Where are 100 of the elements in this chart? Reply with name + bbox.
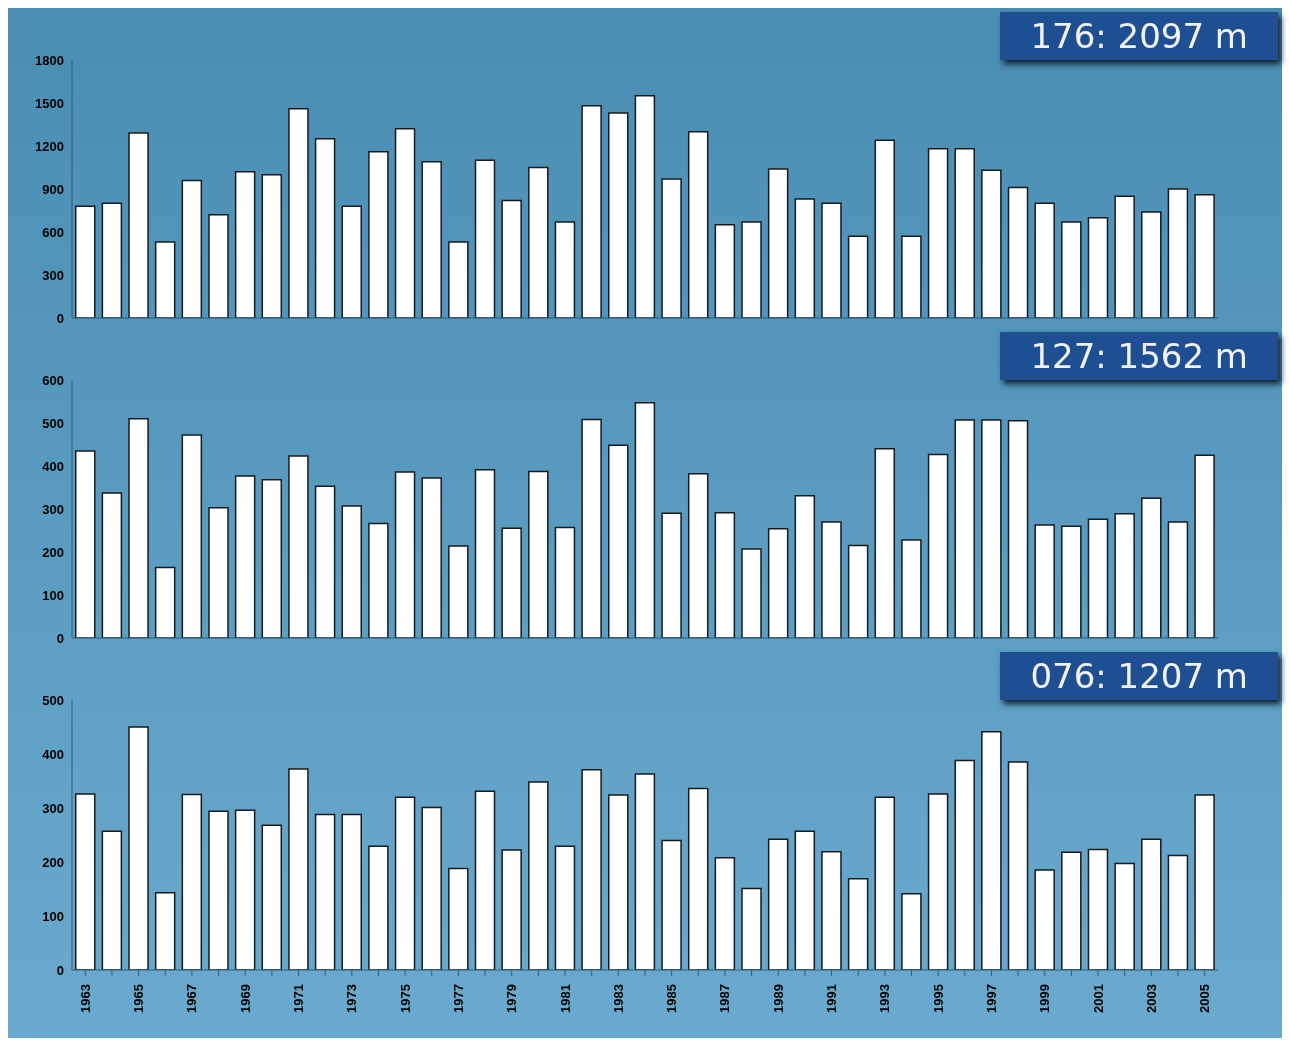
x-tick-label: 1981 <box>557 984 573 1013</box>
bar <box>687 130 709 318</box>
bar <box>261 479 283 638</box>
bar <box>474 469 496 638</box>
bar <box>741 548 762 638</box>
y-tick-label: 1800 <box>35 52 64 68</box>
bar <box>234 475 256 638</box>
bar <box>448 241 469 318</box>
bar <box>1007 186 1029 318</box>
x-tick-label: 1997 <box>983 984 999 1013</box>
bar <box>927 148 949 318</box>
y-tick-label: 0 <box>56 962 64 978</box>
x-tick-label: 1991 <box>824 984 840 1013</box>
y-tick-label: 600 <box>42 224 64 240</box>
x-tick-label: 1973 <box>344 984 360 1013</box>
bar <box>927 793 949 970</box>
bar <box>794 198 816 318</box>
bar <box>927 453 949 638</box>
bar <box>954 419 975 638</box>
x-tick-label: 1963 <box>77 984 93 1013</box>
bar <box>1167 854 1189 970</box>
bar <box>1114 195 1135 318</box>
x-tick-label: 1989 <box>770 984 786 1013</box>
bar <box>181 179 203 318</box>
bar <box>847 235 869 318</box>
x-tick-label: 1971 <box>291 984 307 1013</box>
bar <box>128 726 149 970</box>
bar <box>261 173 283 318</box>
bar <box>101 202 123 318</box>
bar <box>288 107 309 318</box>
bar <box>661 512 682 638</box>
x-tick-label: 2003 <box>1143 984 1159 1013</box>
bar <box>608 794 629 970</box>
bar <box>847 877 869 970</box>
bar <box>901 235 922 318</box>
bar <box>1167 521 1189 638</box>
bar <box>421 161 442 318</box>
x-tick-label: 1993 <box>877 984 893 1013</box>
x-tick-label: 2005 <box>1197 984 1213 1013</box>
bar <box>501 199 522 318</box>
bar <box>821 202 842 318</box>
bar <box>154 241 176 318</box>
bar <box>901 893 922 970</box>
bar <box>874 448 896 638</box>
bar <box>687 472 709 638</box>
bar <box>1087 216 1109 318</box>
bar <box>608 444 629 638</box>
bar <box>634 402 656 638</box>
bar <box>74 205 96 318</box>
bar <box>847 544 869 638</box>
bar <box>288 768 309 970</box>
bar <box>154 892 176 970</box>
bar <box>474 159 496 318</box>
bar <box>1114 512 1135 638</box>
y-tick-label: 500 <box>42 692 64 708</box>
bar <box>288 455 309 638</box>
bar <box>528 166 549 318</box>
bar <box>767 528 789 638</box>
bar <box>128 132 149 318</box>
bar <box>74 793 96 970</box>
bar <box>1167 188 1189 318</box>
y-tick-label: 200 <box>42 854 64 870</box>
bar <box>528 470 549 638</box>
bar <box>954 759 975 970</box>
text: 076: 1207 m <box>1000 652 1278 700</box>
bar <box>767 168 789 318</box>
bar <box>554 845 576 970</box>
bar <box>181 793 203 970</box>
bar <box>528 781 549 970</box>
x-tick-label: 1965 <box>131 984 147 1013</box>
bar <box>501 527 522 638</box>
bar <box>368 522 389 638</box>
x-tick-label: 1969 <box>237 984 253 1013</box>
bar <box>421 806 442 970</box>
bar <box>714 512 736 638</box>
bar <box>261 824 283 970</box>
text: 127: 1562 m <box>1000 332 1278 380</box>
bar <box>1061 221 1082 318</box>
bar <box>128 417 149 638</box>
y-tick-label: 1500 <box>35 95 64 111</box>
x-tick-label: 1977 <box>450 984 466 1013</box>
bar <box>368 845 389 970</box>
bar <box>394 128 416 318</box>
x-tick-label: 1967 <box>184 984 200 1013</box>
y-tick-label: 200 <box>42 544 64 560</box>
bar <box>181 434 203 638</box>
bar <box>1087 518 1109 638</box>
bar <box>554 221 576 318</box>
bar <box>208 506 229 638</box>
bar <box>608 112 629 318</box>
bar <box>1034 869 1055 970</box>
y-tick-label: 100 <box>42 587 64 603</box>
bar <box>661 839 682 970</box>
bar <box>1061 525 1082 638</box>
y-tick-label: 600 <box>42 372 64 388</box>
bar <box>821 521 842 638</box>
bar <box>234 171 256 318</box>
bar <box>394 796 416 970</box>
bar <box>981 169 1002 318</box>
bar <box>368 150 389 318</box>
